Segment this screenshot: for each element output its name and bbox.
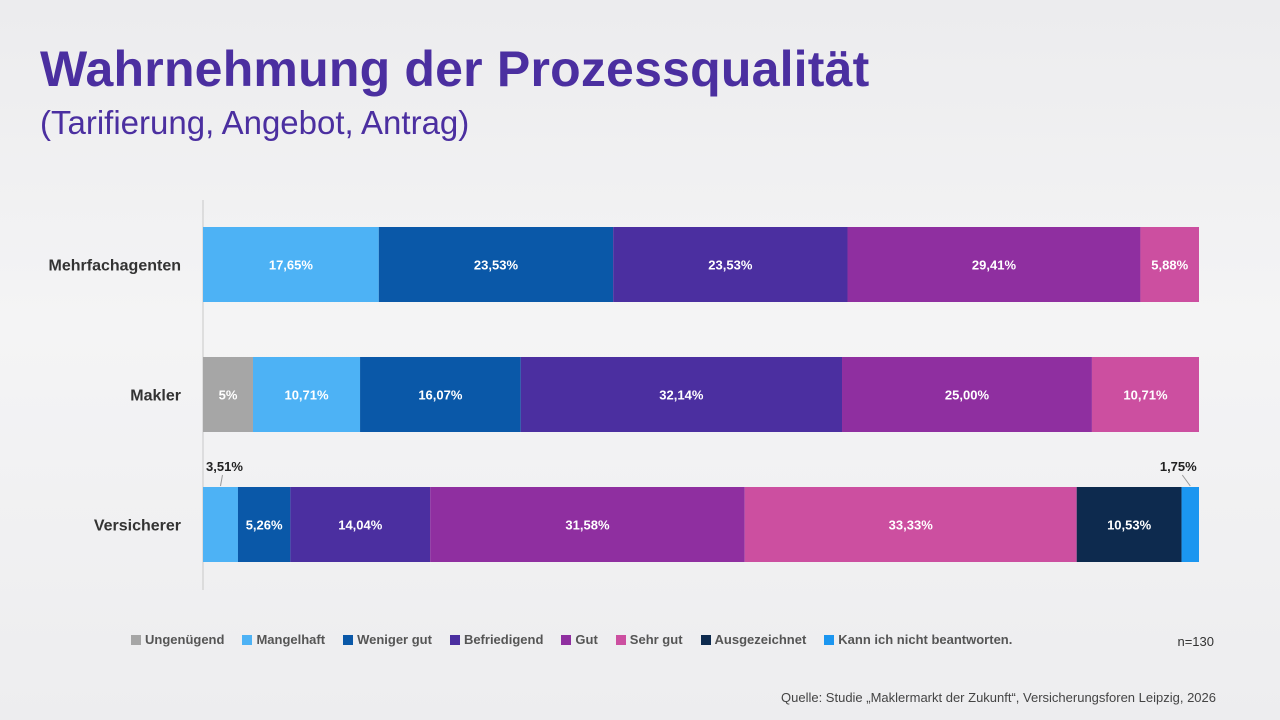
- bar-segment: [520, 357, 843, 432]
- legend-item: Ausgezeichnet: [700, 632, 807, 647]
- source-note: Quelle: Studie „Maklermarkt der Zukunft“…: [781, 690, 1216, 705]
- legend-swatch: [449, 634, 460, 645]
- legend-label: Ausgezeichnet: [714, 632, 807, 647]
- legend-item: Sehr gut: [615, 632, 683, 647]
- data-label: 25,00%: [945, 388, 990, 403]
- page-title: Wahrnehmung der Prozessqualität: [40, 41, 870, 97]
- legend-label: Weniger gut: [357, 632, 432, 647]
- bar-segment: [430, 487, 745, 562]
- legend-label: Sehr gut: [629, 632, 683, 647]
- bar-segment: [842, 357, 1092, 432]
- data-label: 16,07%: [418, 388, 463, 403]
- legend-label: Mangelhaft: [256, 632, 326, 647]
- label-leader-line: [1181, 474, 1191, 487]
- data-label: 29,41%: [972, 258, 1017, 273]
- legend-item: Kann ich nicht beantworten.: [824, 632, 1012, 647]
- bar-segment: [613, 227, 848, 302]
- bar-segment: [1181, 487, 1199, 562]
- sample-size: n=130: [1177, 634, 1214, 649]
- bar-segment: [1140, 227, 1199, 302]
- legend-label: Gut: [575, 632, 598, 647]
- legend-item: Befriedigend: [449, 632, 544, 647]
- bar-segment: [203, 227, 379, 302]
- bar-segment: [237, 487, 291, 562]
- label-leader-line: [219, 474, 223, 487]
- data-label: 32,14%: [659, 388, 704, 403]
- bar-segment: [1076, 487, 1182, 562]
- legend-swatch: [561, 634, 572, 645]
- legend-swatch: [824, 634, 835, 645]
- data-label: 5,88%: [1151, 258, 1188, 273]
- category-label: Versicherer: [94, 518, 181, 535]
- bar-segment: [744, 487, 1077, 562]
- data-label: 1,75%: [1160, 459, 1197, 474]
- legend-item: Mangelhaft: [242, 632, 325, 647]
- legend-label: Ungenügend: [145, 632, 225, 647]
- category-label: Mehrfachagenten: [49, 258, 181, 275]
- bar-segment: [203, 357, 253, 432]
- legend-swatch: [242, 634, 253, 645]
- bar-segment: [252, 357, 361, 432]
- bar-segment: [847, 227, 1141, 302]
- legend-swatch: [343, 634, 354, 645]
- legend-swatch: [615, 634, 626, 645]
- legend-label: Befriedigend: [463, 632, 544, 647]
- data-label: 17,65%: [269, 258, 314, 273]
- data-label: 33,33%: [889, 518, 934, 533]
- bar-segment: [378, 227, 614, 302]
- data-label: 31,58%: [565, 518, 610, 533]
- page-subtitle: (Tarifierung, Angebot, Antrag): [40, 104, 470, 141]
- category-label: Makler: [130, 388, 181, 405]
- legend-swatch: [131, 634, 141, 645]
- legend-swatch: [700, 634, 711, 645]
- data-label: 23,53%: [708, 258, 753, 273]
- bar-segment: [290, 487, 431, 562]
- legend-label: Kann ich nicht beantworten.: [838, 632, 1013, 647]
- data-label: 5,26%: [246, 518, 283, 533]
- chart-legend: Ungenügend Mangelhaft Weniger gut Befriedig…: [131, 632, 1012, 647]
- legend-item: Weniger gut: [343, 632, 432, 647]
- data-label: 14,04%: [338, 518, 383, 533]
- bar-segment: [203, 487, 238, 562]
- data-label: 10,71%: [284, 388, 329, 403]
- data-label: 3,51%: [206, 459, 243, 474]
- data-label: 10,71%: [1123, 388, 1168, 403]
- data-label: 23,53%: [474, 258, 519, 273]
- bar-segment: [1091, 357, 1199, 432]
- data-label: 10,53%: [1107, 518, 1152, 533]
- legend-item: Gut: [561, 632, 598, 647]
- bar-segment: [360, 357, 521, 432]
- legend-item: Ungenügend: [131, 632, 224, 647]
- data-label: 5%: [219, 388, 238, 403]
